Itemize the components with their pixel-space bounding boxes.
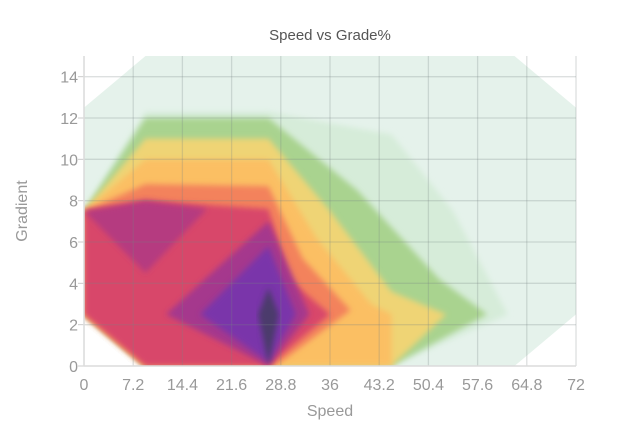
x-tick-label: 36 bbox=[321, 377, 339, 394]
contour-level-7 bbox=[84, 200, 207, 273]
y-tick-label: 6 bbox=[69, 235, 78, 252]
contour-levels bbox=[84, 56, 576, 366]
x-tick-label: 57.6 bbox=[462, 377, 493, 394]
x-tick-label: 50.4 bbox=[413, 377, 444, 394]
y-axis-ticks: 0 2 4 6 8 10 12 14 bbox=[60, 70, 78, 376]
x-tick-label: 64.8 bbox=[511, 377, 542, 394]
y-tick-label: 2 bbox=[69, 318, 78, 335]
y-axis-label: Gradient bbox=[14, 180, 31, 242]
x-tick-label: 28.8 bbox=[265, 377, 296, 394]
y-tick-label: 4 bbox=[69, 276, 78, 293]
grid bbox=[78, 56, 577, 367]
x-tick-label: 0 bbox=[80, 377, 89, 394]
x-tick-label: 43.2 bbox=[364, 377, 395, 394]
y-tick-label: 8 bbox=[69, 194, 78, 211]
y-tick-label: 0 bbox=[69, 359, 78, 376]
x-axis-label: Speed bbox=[307, 403, 353, 420]
y-tick-label: 14 bbox=[60, 70, 78, 87]
y-tick-label: 10 bbox=[60, 152, 78, 169]
x-tick-label: 72 bbox=[567, 377, 585, 394]
x-tick-label: 14.4 bbox=[167, 377, 198, 394]
y-tick-label: 12 bbox=[60, 111, 78, 128]
x-axis-ticks: 0 7.2 14.4 21.6 28.8 36 43.2 50.4 57.6 64.8 72 bbox=[80, 377, 585, 394]
x-tick-label: 7.2 bbox=[122, 377, 144, 394]
contour-level-10 bbox=[258, 287, 279, 366]
chart-title: Speed vs Grade% bbox=[269, 27, 391, 44]
x-tick-label: 21.6 bbox=[216, 377, 247, 394]
